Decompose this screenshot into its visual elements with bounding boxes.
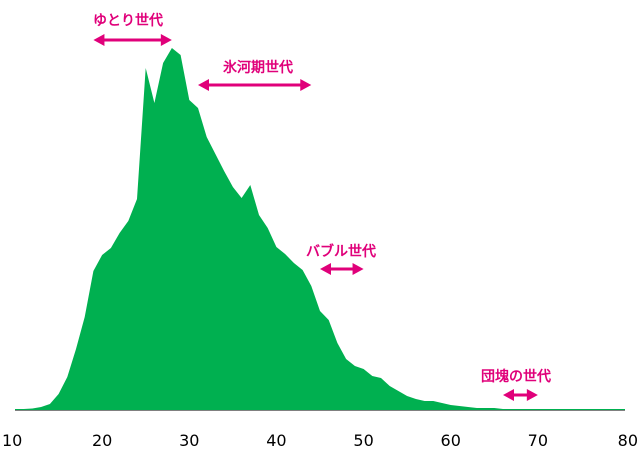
generation-label: バブル世代: [306, 243, 376, 260]
generation-annotation: 団塊の世代: [481, 368, 551, 401]
x-tick-label: 40: [266, 431, 286, 450]
arrow-head-right: [160, 34, 172, 46]
x-tick-label: 30: [179, 431, 199, 450]
arrow-head-right: [300, 79, 312, 91]
generation-annotation: ゆとり世代: [93, 12, 172, 46]
generation-label: ゆとり世代: [93, 12, 163, 29]
x-axis-ticks: 10 20 30 40 50 60 70 80: [2, 431, 638, 450]
arrow-head-left: [503, 389, 514, 401]
x-tick-label: 80: [618, 431, 638, 450]
arrow-head-left: [320, 263, 331, 275]
generation-label: 氷河期世代: [223, 59, 293, 76]
arrow-head-left: [93, 34, 105, 46]
x-tick-label: 10: [2, 431, 22, 450]
generation-label: 団塊の世代: [481, 368, 551, 385]
arrow-head-right: [352, 263, 364, 275]
generation-annotation: バブル世代: [306, 243, 376, 275]
x-tick-label: 50: [353, 431, 373, 450]
x-tick-label: 60: [441, 431, 461, 450]
population-area: [15, 48, 625, 410]
arrow-head-right: [526, 389, 538, 401]
arrow-head-left: [198, 79, 209, 91]
x-tick-label: 20: [92, 431, 112, 450]
generation-annotation: 氷河期世代: [198, 59, 312, 91]
x-tick-label: 70: [528, 431, 548, 450]
